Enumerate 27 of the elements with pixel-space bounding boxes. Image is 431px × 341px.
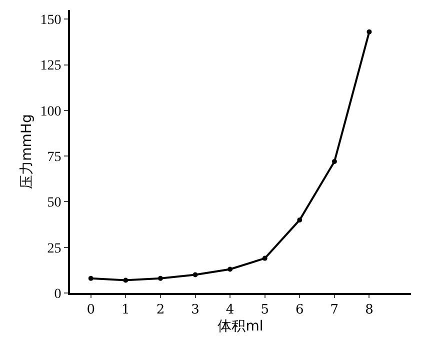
y-tick-label: 75 [47, 150, 62, 165]
x-tick-label: 2 [156, 302, 165, 318]
point [123, 278, 128, 283]
x-tick-label: 4 [226, 302, 234, 318]
point [158, 276, 163, 281]
y-tick-label: 100 [40, 104, 62, 120]
x-tick-label: 6 [296, 302, 304, 318]
x-tick-label: 1 [122, 302, 130, 318]
y-tick-label: 25 [47, 241, 62, 256]
y-tick-label: 50 [47, 196, 62, 211]
x-tick-label: 5 [260, 302, 269, 318]
y-tick-label: 0 [54, 286, 62, 302]
x-tick-label: 8 [365, 302, 374, 318]
point [297, 217, 302, 222]
point [262, 256, 268, 261]
point [192, 272, 198, 278]
x-tick-label: 0 [86, 302, 96, 318]
x-tick-label: 7 [330, 302, 339, 318]
point [366, 29, 372, 34]
point [228, 266, 233, 272]
point [332, 159, 337, 164]
x-axis-title: 体积ml [218, 318, 264, 334]
y-axis-title: 压力mmHg [19, 114, 35, 189]
y-tick-label: 125 [40, 58, 62, 74]
y-tick-label: 150 [40, 13, 62, 28]
x-tick-label: 3 [191, 302, 200, 318]
point [88, 276, 94, 281]
